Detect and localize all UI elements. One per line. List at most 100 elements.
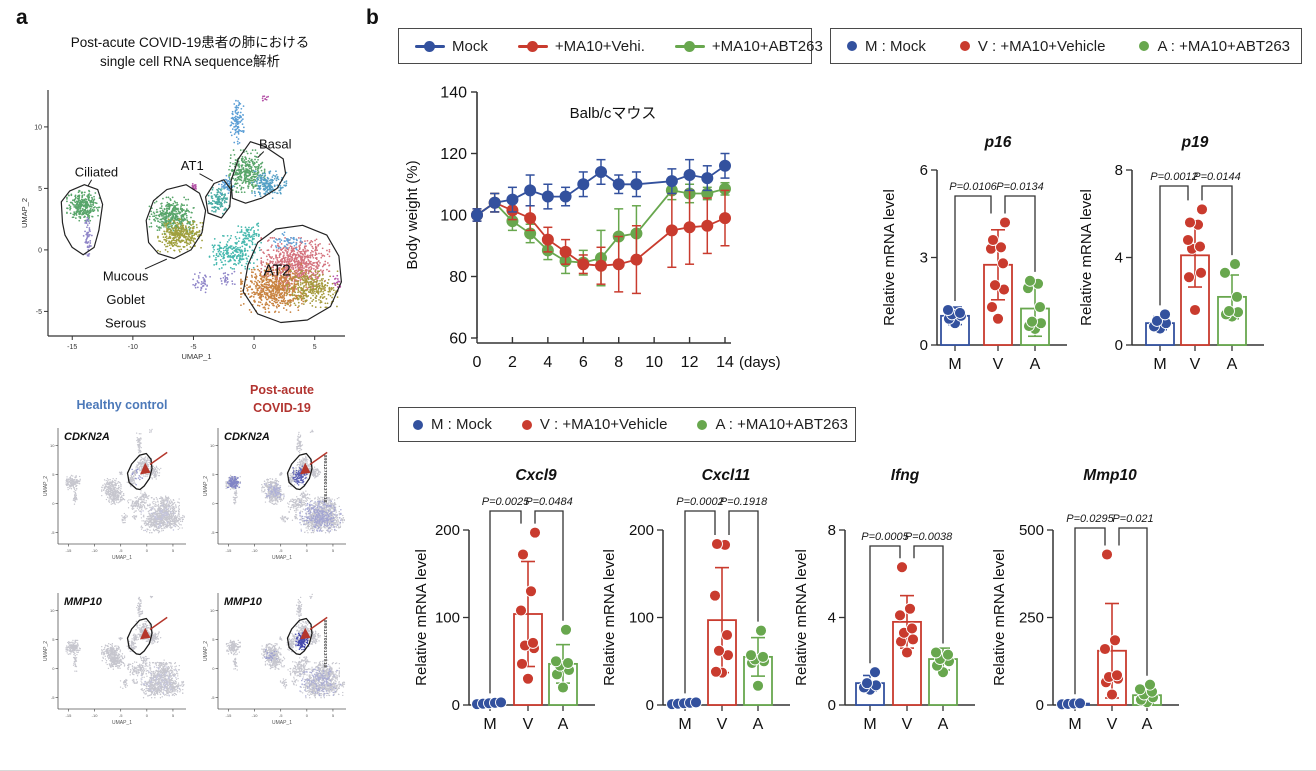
- svg-text:Body weight (%): Body weight (%): [404, 160, 421, 269]
- data-point: [1026, 315, 1038, 328]
- data-point: [690, 696, 702, 709]
- data-point: [1034, 301, 1046, 314]
- legend-item-a-abt263: A : +MA10+ABT263: [697, 416, 848, 433]
- svg-text:120: 120: [440, 146, 467, 163]
- data-point: [997, 257, 1009, 270]
- svg-text:-5: -5: [51, 530, 55, 535]
- svg-text:10: 10: [34, 124, 42, 131]
- highlight-outline: [286, 452, 313, 491]
- svg-text:0: 0: [52, 666, 55, 671]
- category-label: V: [1107, 716, 1118, 733]
- svg-text:Relative mRNA level: Relative mRNA level: [413, 549, 430, 686]
- gene-title: CDKN2A: [224, 431, 270, 443]
- data-point: [896, 561, 908, 574]
- p-value: P=0.021: [1112, 513, 1153, 525]
- svg-text:6: 6: [920, 162, 928, 179]
- data-point: [1134, 683, 1146, 696]
- data-point: [1195, 266, 1207, 279]
- svg-text:0: 0: [52, 501, 55, 506]
- category-label: A: [1142, 716, 1153, 733]
- category-label: V: [1190, 356, 1201, 373]
- panel-a-title-line2: single cell RNA sequence解析: [99, 54, 281, 69]
- data-point: [562, 657, 574, 669]
- svg-text:12: 12: [681, 354, 699, 371]
- legend-item-mock: Mock: [415, 38, 488, 55]
- basal-outline: [230, 141, 287, 204]
- data-point: [522, 672, 534, 685]
- significance-bracket: [489, 510, 522, 694]
- category-label: M: [863, 716, 876, 733]
- bodyweight-line-chart: 60 80 100 120 140 0 2 4 6 8 10 12 14 (days) Balb/cマウス B…: [404, 85, 781, 372]
- red-triangle-marker: [300, 462, 311, 475]
- feature-plot-mmp10-covid: -15 -10 -5 0 5 -5 0 5 10 UMAP_1 UMAP_2 MMP10: [203, 593, 346, 726]
- data-point: [1111, 669, 1123, 682]
- svg-text:-15: -15: [66, 548, 73, 553]
- svg-text:0: 0: [252, 344, 256, 351]
- red-arrow: [309, 616, 328, 631]
- data-point: [557, 681, 569, 694]
- gene-title: CDKN2A: [64, 431, 110, 443]
- svg-text:0: 0: [306, 548, 309, 553]
- svg-text:500: 500: [1019, 522, 1044, 539]
- svg-text:Relative mRNA level: Relative mRNA level: [601, 549, 618, 686]
- category-label: V: [523, 716, 534, 733]
- svg-text:Relative mRNA level: Relative mRNA level: [793, 549, 810, 686]
- svg-text:Relative mRNA level: Relative mRNA level: [991, 549, 1008, 686]
- data-point: [1182, 234, 1194, 246]
- svg-text:200: 200: [629, 522, 654, 539]
- p-value: P=0.1918: [720, 496, 768, 508]
- svg-text:-5: -5: [279, 548, 283, 553]
- p19-bar-chart: 0 4 8 Relative mRNA level p19 M V A P=0.0012P=0.…: [1078, 134, 1264, 373]
- svg-text:UMAP_2: UMAP_2: [203, 476, 209, 496]
- cluster-label: Basal: [259, 136, 292, 151]
- svg-text:0: 0: [1036, 697, 1044, 714]
- data-point: [755, 624, 767, 637]
- ciliated-outline: [60, 184, 104, 256]
- red-triangle-marker: [300, 627, 311, 640]
- significance-bracket: [684, 510, 716, 694]
- data-point: [987, 234, 999, 246]
- mva-legend-bottom: M : Mock V : +MA10+Vehicle A : +MA10+ABT…: [398, 407, 856, 442]
- svg-text:0: 0: [212, 666, 215, 671]
- significance-bracket: [1004, 195, 1036, 272]
- ifng-bar-chart: 0 4 8 Relative mRNA level Ifng M V A P=0.0005P=0…: [793, 467, 975, 733]
- svg-text:-15: -15: [226, 548, 233, 553]
- data-point: [1184, 216, 1196, 229]
- data-point: [930, 646, 942, 659]
- svg-text:5: 5: [212, 637, 215, 642]
- legend-item-a-abt263: A : +MA10+ABT263: [1139, 38, 1290, 55]
- data-point: [550, 655, 562, 668]
- data-point: [757, 650, 769, 663]
- legend-item-m-mock: M : Mock: [847, 38, 926, 55]
- significance-bracket: [728, 510, 759, 622]
- svg-text:UMAP_1: UMAP_1: [181, 352, 211, 361]
- category-label: A: [1030, 356, 1041, 373]
- p-value: P=0.0002: [676, 496, 723, 508]
- data-point: [1194, 240, 1206, 253]
- at1-outline: [205, 179, 232, 219]
- panel-a-label: a: [16, 6, 28, 29]
- legend-item-m-mock: M : Mock: [413, 416, 492, 433]
- svg-text:10: 10: [50, 608, 55, 613]
- svg-text:5: 5: [313, 344, 317, 351]
- svg-text:-5: -5: [36, 309, 42, 316]
- data-point: [1229, 258, 1241, 271]
- legend-label: A : +MA10+ABT263: [1157, 37, 1291, 55]
- legend-label: A : +MA10+ABT263: [715, 416, 849, 433]
- data-point: [709, 589, 721, 602]
- svg-text:UMAP_2: UMAP_2: [43, 641, 49, 661]
- svg-text:-5: -5: [190, 344, 196, 351]
- mmp10-bar-chart: 0 250 500 Relative mRNA level Mmp10 M V A P=0.02…: [991, 467, 1179, 733]
- legend-label: +MA10+ABT263: [711, 37, 823, 55]
- feature-plot-mmp10-healthy: -15 -10 -5 0 5 -5 0 5 10 UMAP_1 UMAP_2 MMP10: [43, 593, 186, 726]
- svg-text:5: 5: [212, 472, 215, 477]
- svg-text:14: 14: [716, 354, 734, 371]
- category-label: M: [1068, 716, 1081, 733]
- line-dot-marker-mock: [415, 40, 445, 53]
- legend-item-ma10-abt263: +MA10+ABT263: [674, 37, 823, 55]
- data-point: [1183, 271, 1195, 284]
- data-point: [517, 548, 529, 561]
- dot-marker-abt263: [697, 419, 708, 430]
- p16-bar-chart: 0 3 6 Relative mRNA level p16 M V A P=0.0106 P=0.…: [881, 134, 1067, 373]
- svg-text:0: 0: [306, 713, 309, 718]
